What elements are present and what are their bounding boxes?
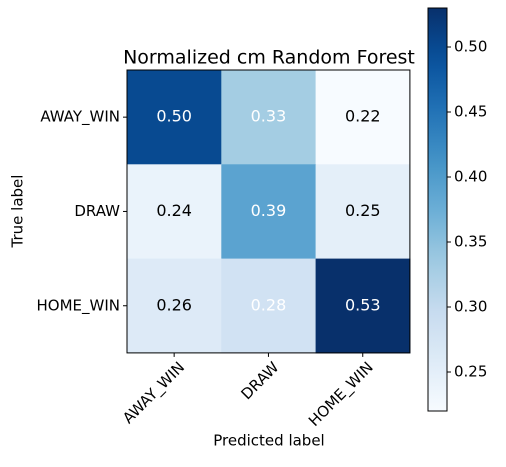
heatmap-cell	[315, 164, 411, 260]
colorbar-tick-label: 0.50	[454, 38, 487, 56]
cell-label: 0.25	[345, 201, 381, 220]
heatmap-cell	[127, 258, 222, 354]
x-axis-label: Predicted label	[213, 432, 324, 450]
cell-label: 0.53	[345, 295, 381, 314]
heatmap-cell	[221, 70, 317, 165]
heatmap-cell	[315, 258, 411, 354]
y-tick-label: AWAY_WIN	[40, 108, 120, 127]
heatmap-cell	[127, 164, 222, 260]
heatmap-cell	[221, 258, 317, 354]
y-tick-label: HOME_WIN	[37, 296, 120, 315]
y-tick-label: DRAW	[74, 202, 120, 220]
x-tick-label: DRAW	[237, 358, 282, 403]
colorbar-tick-label: 0.40	[454, 168, 487, 186]
cell-label: 0.33	[251, 107, 287, 126]
cell-label: 0.26	[156, 295, 192, 314]
heatmap-cell	[315, 70, 411, 165]
cell-label: 0.28	[251, 295, 287, 314]
cell-label: 0.50	[156, 107, 192, 126]
x-tick-label: HOME_WIN	[305, 358, 377, 430]
x-tick-label: AWAY_WIN	[119, 358, 189, 428]
colorbar-tick-label: 0.25	[454, 363, 487, 381]
y-axis-label: True label	[9, 175, 27, 249]
colorbar-tick-label: 0.35	[454, 233, 487, 251]
heatmap-cell	[221, 164, 317, 260]
cell-label: 0.22	[345, 107, 381, 126]
cell-label: 0.24	[156, 201, 192, 220]
colorbar	[427, 7, 448, 412]
heatmap-cell	[127, 70, 222, 165]
chart-title: Normalized cm Random Forest	[123, 47, 415, 69]
colorbar-tick-label: 0.45	[454, 103, 487, 121]
colorbar-tick-label: 0.30	[454, 298, 487, 316]
cell-label: 0.39	[251, 201, 287, 220]
